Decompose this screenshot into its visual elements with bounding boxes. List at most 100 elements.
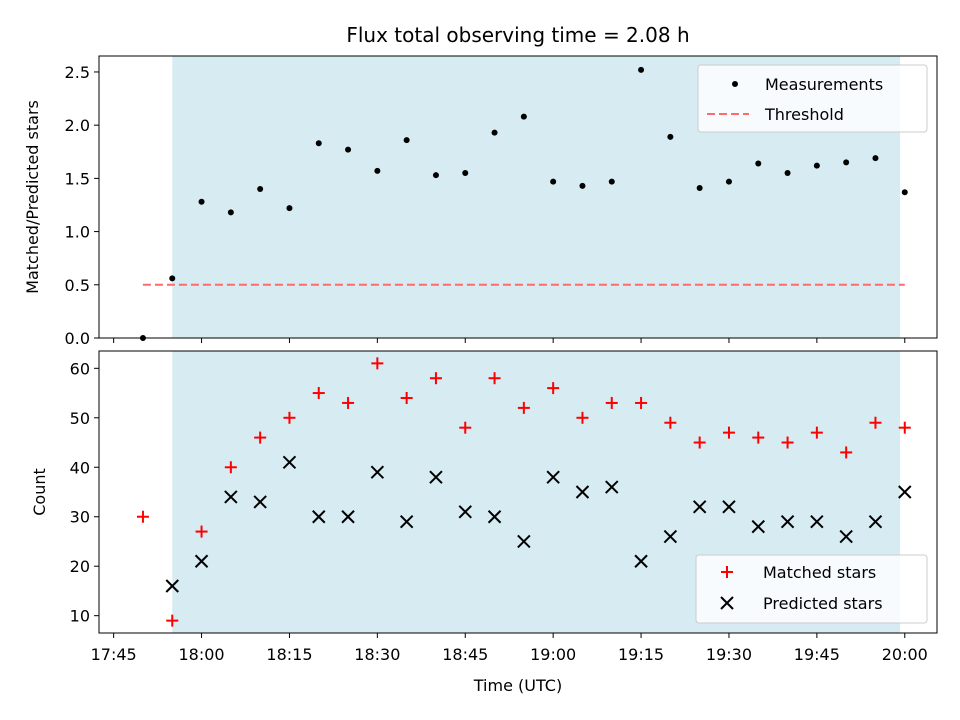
matched-stars-point bbox=[898, 421, 911, 434]
y-tick-label: 2.5 bbox=[65, 63, 90, 82]
predicted-stars-point bbox=[780, 514, 795, 529]
predicted-stars-point bbox=[429, 470, 443, 484]
matched-stars-point bbox=[488, 372, 501, 385]
measurement-point bbox=[608, 178, 615, 185]
matched-stars-point bbox=[840, 446, 853, 459]
measurement-point bbox=[198, 198, 205, 205]
matched-stars-point bbox=[283, 411, 296, 424]
matched-stars-point bbox=[254, 431, 267, 444]
y-tick-label: 0.5 bbox=[65, 276, 90, 295]
y-tick-label: 1.0 bbox=[65, 223, 90, 242]
legend-predicted-marker bbox=[720, 596, 734, 610]
predicted-stars-point bbox=[722, 500, 736, 514]
matched-stars-point bbox=[576, 411, 589, 424]
counts-plot-frame bbox=[98, 350, 938, 634]
measurement-point bbox=[345, 146, 352, 153]
predicted-stars-point bbox=[751, 519, 765, 534]
predicted-stars-point bbox=[692, 500, 707, 514]
measurement-point bbox=[491, 129, 498, 136]
predicted-stars-point bbox=[194, 554, 209, 568]
measurement-point bbox=[403, 137, 410, 144]
legend-measurements-marker bbox=[732, 81, 738, 87]
matched-stars-point bbox=[400, 392, 413, 404]
predicted-stars-point bbox=[605, 480, 619, 494]
y-tick-label: 50 bbox=[70, 409, 90, 428]
matched-stars-point bbox=[342, 396, 355, 409]
x-axis-label: Time (UTC) bbox=[473, 676, 562, 695]
predicted-stars-point bbox=[575, 485, 590, 499]
matched-stars-point bbox=[459, 421, 472, 434]
x-tick-label: 18:15 bbox=[266, 645, 312, 664]
matched-stars-point bbox=[312, 387, 325, 400]
ratio-legend: Measurements Threshold bbox=[697, 64, 928, 133]
legend-predicted-label: Predicted stars bbox=[763, 594, 883, 613]
measurement-point bbox=[315, 140, 322, 147]
measurement-point bbox=[784, 170, 791, 177]
measurement-point bbox=[667, 133, 674, 140]
measurement-point bbox=[520, 113, 527, 120]
predicted-stars-point bbox=[898, 485, 912, 499]
y-tick-label: 1.5 bbox=[65, 169, 90, 188]
y-tick-label: 0.0 bbox=[65, 329, 90, 348]
y-tick-label: 2.0 bbox=[65, 116, 90, 135]
ratio-y-axis-label: Matched/Predicted stars bbox=[23, 100, 42, 294]
predicted-stars-point bbox=[487, 510, 502, 524]
matched-stars-point bbox=[136, 510, 149, 523]
y-tick-label: 60 bbox=[70, 359, 90, 378]
measurement-point bbox=[638, 66, 645, 73]
measurement-point bbox=[169, 275, 176, 282]
predicted-stars-point bbox=[370, 465, 385, 479]
measurement-point bbox=[257, 186, 264, 193]
x-tick-label: 17:45 bbox=[91, 645, 137, 664]
predicted-stars-point bbox=[517, 534, 531, 549]
counts-panel: 10 20 30 40 50 60 17:45 18:00 18:15 18:30 18:45 19… bbox=[30, 350, 938, 695]
counts-y-axis-label: Count bbox=[30, 468, 49, 516]
matched-stars-point bbox=[224, 461, 237, 474]
legend-measurements-label: Measurements bbox=[765, 75, 883, 94]
measurement-point bbox=[696, 184, 703, 191]
measurement-point bbox=[901, 189, 908, 196]
x-tick-label: 19:45 bbox=[794, 645, 840, 664]
predicted-stars-point bbox=[868, 514, 883, 529]
y-tick-label: 20 bbox=[70, 557, 90, 576]
matched-stars-point bbox=[195, 525, 208, 538]
measurement-point bbox=[432, 172, 439, 179]
measurement-point bbox=[550, 178, 557, 185]
matched-stars-point bbox=[429, 372, 442, 385]
measurement-point bbox=[374, 167, 381, 174]
matched-stars-point bbox=[693, 436, 706, 449]
matched-stars-point bbox=[752, 431, 765, 444]
x-tick-label: 18:45 bbox=[442, 645, 488, 664]
predicted-stars-point bbox=[399, 514, 414, 529]
ratio-plot-frame bbox=[98, 55, 938, 339]
predicted-stars-point bbox=[165, 579, 179, 593]
measurement-point bbox=[286, 205, 293, 212]
ratio-panel: 0.0 0.5 1.0 1.5 2.0 2.5 Matched/Predicted sta… bbox=[23, 55, 938, 348]
predicted-stars-point bbox=[839, 529, 853, 544]
predicted-stars-point bbox=[546, 470, 560, 484]
measurement-point bbox=[725, 178, 732, 185]
predicted-stars-point bbox=[341, 510, 355, 524]
matched-stars-point bbox=[605, 396, 618, 409]
counts-legend: Matched stars Predicted stars bbox=[695, 554, 928, 624]
matched-stars-point bbox=[371, 357, 384, 370]
matched-stars-point bbox=[517, 401, 530, 414]
measurement-point bbox=[227, 209, 234, 216]
matched-stars-point bbox=[810, 426, 823, 439]
predicted-stars-point bbox=[663, 529, 678, 544]
matched-stars-point bbox=[664, 416, 677, 429]
matched-stars-point bbox=[166, 614, 179, 627]
predicted-stars-point bbox=[253, 495, 267, 509]
predicted-stars-point bbox=[458, 505, 472, 519]
legend-threshold-label: Threshold bbox=[764, 105, 844, 124]
predicted-stars-point bbox=[282, 455, 297, 470]
y-tick-label: 30 bbox=[70, 508, 90, 527]
legend-matched-marker bbox=[721, 566, 733, 578]
measurement-point bbox=[462, 170, 469, 177]
y-tick-label: 10 bbox=[70, 607, 90, 626]
predicted-stars-point bbox=[634, 554, 648, 568]
x-tick-label: 19:30 bbox=[706, 645, 752, 664]
measurement-point bbox=[755, 160, 762, 167]
chart-title: Flux total observing time = 2.08 h bbox=[346, 23, 689, 47]
